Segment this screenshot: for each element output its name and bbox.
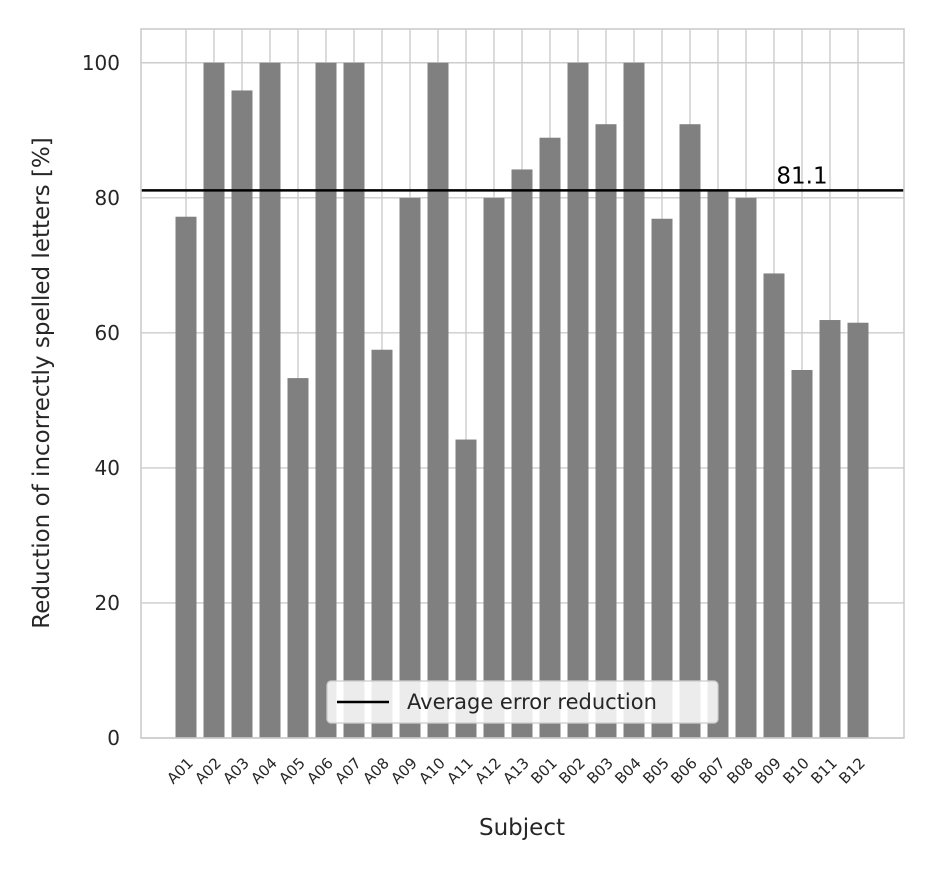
x-tick-label: A10 [415,754,448,787]
bar-a10 [427,62,449,739]
x-tick-label: B02 [555,754,589,788]
bar-a03 [231,90,253,739]
x-tick-label: A04 [247,754,280,787]
legend: Average error reduction [326,680,719,724]
bar-b01 [539,137,561,739]
y-tick-label: 100 [82,51,120,75]
x-tick-label: B09 [751,754,785,788]
x-tick-label: B04 [611,754,645,788]
bar-b08 [735,197,757,739]
bar-layer [175,62,869,739]
x-tick-label: A02 [191,754,224,787]
x-tick-label: B06 [667,754,701,788]
bar-a07 [343,62,365,739]
bar-a06 [315,62,337,739]
y-tick-label: 20 [95,591,120,615]
y-tick-label: 40 [95,456,120,480]
bar-b04 [623,62,645,739]
x-tick-label: B10 [779,754,813,788]
bar-b07 [707,190,729,739]
bar-b12 [847,322,869,738]
x-tick-label: A09 [387,754,420,787]
y-tick-label: 60 [95,321,120,345]
bar-b11 [819,320,841,738]
plot-frame [140,28,905,739]
x-tick-label: B05 [639,754,673,788]
plot-border [140,28,905,739]
x-tick-label: B01 [527,754,561,788]
x-tick-label: A05 [275,754,308,787]
bar-b05 [651,218,673,739]
x-tick-label: A11 [443,754,476,787]
bar-a02 [203,62,225,739]
bar-a11 [455,439,477,738]
bar-a09 [399,197,421,739]
bar-a01 [175,216,197,738]
bar-b02 [567,62,589,739]
bar-b10 [791,369,813,738]
bar-a08 [371,349,393,738]
x-tick-label: B08 [723,754,757,788]
x-tick-label: A01 [163,754,196,787]
bar-a12 [483,197,505,739]
x-tick-label: B03 [583,754,617,788]
x-tick-label: A03 [219,754,252,787]
x-tick-label: B07 [695,754,729,788]
x-axis-label: Subject [479,815,565,841]
y-tick-labels: 0 20 40 60 80 100 [82,51,120,750]
x-tick-label: A08 [359,754,392,787]
x-tick-label: B11 [807,754,841,788]
bar-b03 [595,124,617,739]
x-tick-label: A07 [331,754,364,787]
bar-b06 [679,124,701,739]
x-tick-label: A12 [471,754,504,787]
x-tick-label: A06 [303,754,336,787]
bar-a13 [511,169,533,738]
x-tick-label: B12 [835,754,869,788]
legend-box [326,680,719,724]
y-tick-label: 0 [107,726,120,750]
x-tick-labels: A01A02A03A04A05A06A07A08A09A10A11A12A13B… [163,754,868,788]
y-tick-label: 80 [95,186,120,210]
y-axis-label: Reduction of incorrectly spelled letters… [29,137,55,628]
bar-a05 [287,378,309,738]
bar-b09 [763,273,785,738]
x-tick-label: A13 [499,754,532,787]
bar-a04 [259,62,281,739]
legend-entry-label: Average error reduction [407,690,657,714]
average-value-label: 81.1 [776,163,827,189]
